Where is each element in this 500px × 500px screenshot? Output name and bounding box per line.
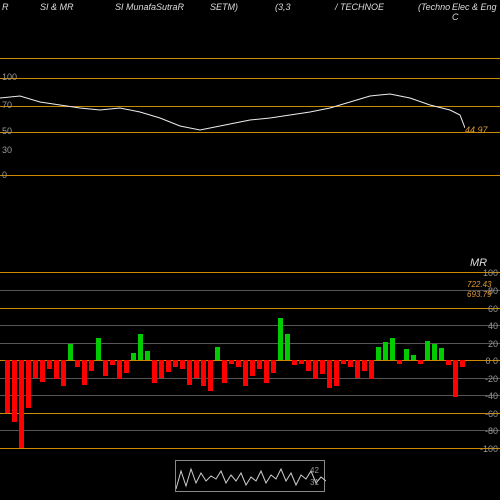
rsi-current-value: 44.97 xyxy=(465,125,488,135)
thumbnail-scrubber[interactable] xyxy=(175,460,325,492)
thumbnail-line xyxy=(176,461,326,493)
rsi-line-chart xyxy=(0,0,465,180)
